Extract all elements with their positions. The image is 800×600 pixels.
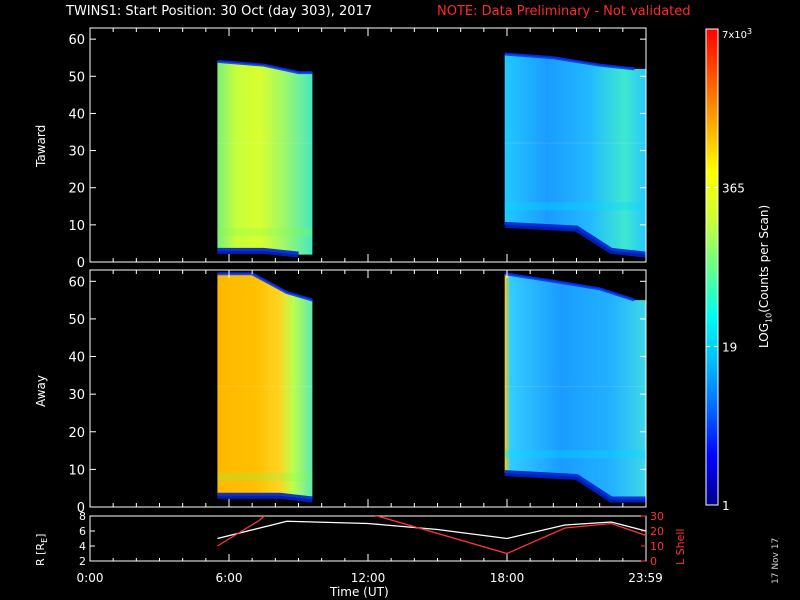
xtick-label: 12:00 (351, 571, 386, 585)
heat-block-1 (217, 61, 313, 255)
heat-lower-fringe (217, 492, 313, 503)
heat-lower-fringe (504, 470, 646, 503)
heat-band (217, 472, 313, 481)
ylabel-away: Away (34, 375, 48, 407)
ylabel-orbit-left: R [RE] (34, 533, 50, 566)
ytick-label: 0 (77, 501, 85, 516)
heat-lower-fringe (504, 221, 646, 258)
title-note: NOTE: Data Preliminary - Not validated (437, 4, 691, 19)
ytick-label: 10 (68, 463, 85, 478)
ytick-label-right: 10 (650, 540, 664, 553)
ytick-label-left: 8 (79, 510, 86, 523)
ytick-label-right: 30 (650, 510, 664, 523)
ytick-label: 60 (68, 33, 85, 48)
ytick-label-right: 20 (650, 525, 664, 538)
xtick-label: 6:00 (216, 571, 243, 585)
colorbar-label: LOG10(Counts per Scan) (757, 204, 774, 348)
heat-block-2 (504, 273, 646, 500)
colorbar-tick-label: 1 (722, 499, 730, 513)
ytick-label-left: 4 (79, 540, 86, 553)
ytick-label: 50 (68, 70, 85, 85)
chart-title: TWINS1: Start Position: 30 Oct (day 303)… (0, 4, 800, 24)
ytick-label-right: 0 (650, 555, 657, 568)
panel-orbit: 2 4 6 8 0 10 20 30 (79, 510, 664, 568)
heat-band (504, 202, 646, 211)
heat-upper-fringe (217, 59, 313, 75)
colorbar-ramp (705, 28, 719, 506)
x-axis: 0:00 6:00 12:00 18:00 23:59 (77, 571, 663, 585)
ylabel-taward: Taward (34, 124, 48, 167)
heat-block-1 (217, 273, 313, 500)
ytick-label-left: 2 (79, 555, 86, 568)
heat-block-2 (504, 54, 646, 255)
heat-upper-fringe (217, 272, 313, 302)
ytick-label: 40 (68, 107, 85, 122)
colorbar: 1 19 365 7x103 (705, 27, 752, 513)
ytick-label: 30 (68, 145, 85, 160)
heat-upper-fringe (504, 272, 635, 302)
xtick-label: 18:00 (490, 571, 525, 585)
series-r (217, 520, 646, 540)
ytick-label: 40 (68, 351, 85, 366)
colorbar-tick-label: 19 (722, 340, 737, 354)
heat-band (217, 228, 313, 237)
date-stamp: 17 Nov 17 (771, 537, 781, 584)
xtick-label: 23:59 (628, 571, 663, 585)
ytick-label: 20 (68, 182, 85, 197)
title-main: TWINS1: Start Position: 30 Oct (day 303)… (66, 4, 373, 19)
ytick-label: 50 (68, 313, 85, 328)
colorbar-tick-label: 365 (722, 182, 745, 196)
panel-away: 0 10 20 30 40 50 60 (68, 269, 647, 516)
ytick-label: 20 (68, 426, 85, 441)
ytick-label: 60 (68, 275, 85, 290)
ytick-label: 10 (68, 219, 85, 234)
panel-taward: 0 10 20 30 40 50 60 (68, 27, 647, 271)
series-lshell (217, 516, 646, 555)
colorbar-tick-label: 7x103 (722, 27, 752, 41)
heat-band (504, 450, 646, 459)
xtick-label: 0:00 (77, 571, 104, 585)
heat-lower-fringe (217, 247, 299, 258)
heat-upper-fringe (504, 52, 635, 71)
xlabel: Time (UT) (330, 585, 389, 599)
ytick-label-left: 6 (79, 525, 86, 538)
ytick-label: 0 (77, 256, 85, 271)
ylabel-orbit-right: L Shell (674, 528, 687, 565)
ytick-label: 30 (68, 388, 85, 403)
